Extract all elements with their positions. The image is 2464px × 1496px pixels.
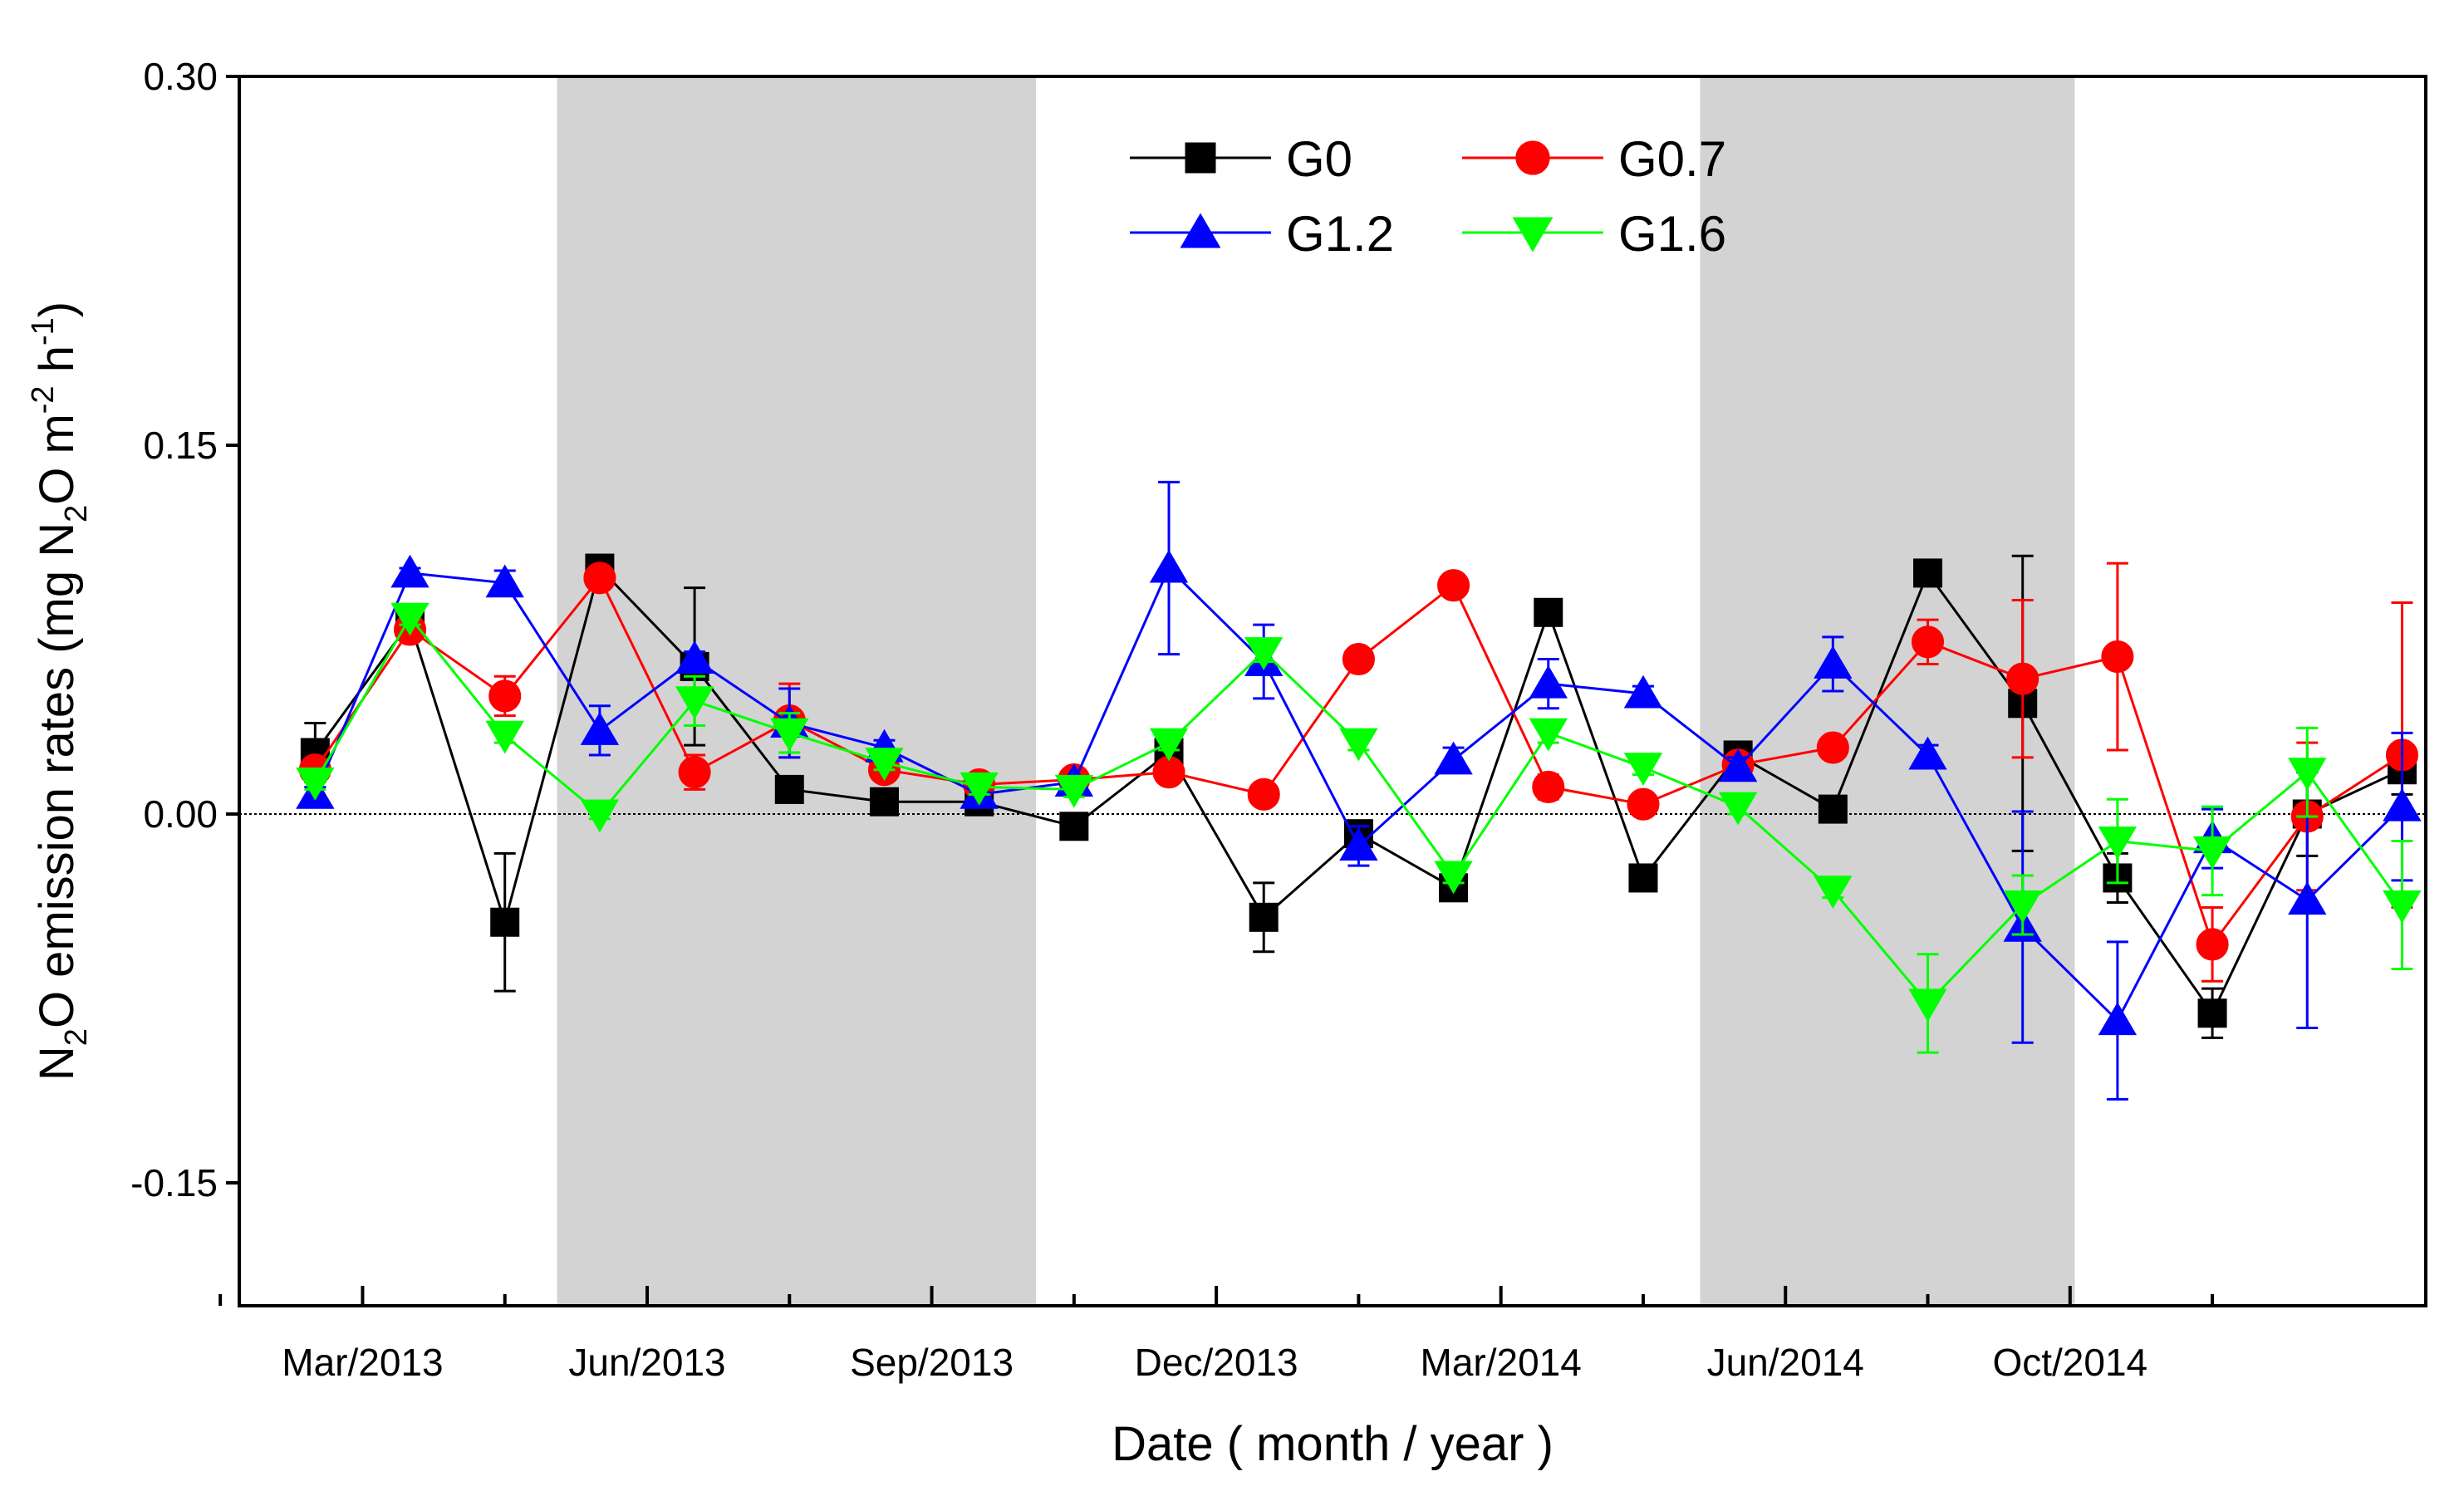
y-tick-label: 0.30: [143, 55, 218, 98]
data-point: [774, 774, 804, 804]
data-point: [1152, 756, 1185, 789]
data-point: [1908, 988, 1947, 1023]
data-point: [1244, 637, 1284, 670]
data-point: [2383, 787, 2422, 822]
legend-marker: [1512, 217, 1553, 253]
legend-label: G0: [1286, 131, 1352, 187]
data-point: [1149, 549, 1189, 583]
y-tick-label: 0.00: [143, 792, 218, 836]
data-point: [865, 748, 904, 782]
data-point: [2101, 640, 2134, 674]
legend-marker: [1515, 140, 1550, 175]
data-point: [1814, 876, 1853, 909]
x-tick-label: Mar/2013: [282, 1341, 443, 1384]
data-point: [1816, 731, 1849, 764]
data-point: [1059, 812, 1089, 841]
legend-item-G0.7: G0.7: [1462, 131, 1726, 187]
data-point: [675, 640, 714, 674]
data-point: [1149, 728, 1189, 762]
legend-marker: [1185, 142, 1216, 174]
data-point: [1434, 861, 1473, 895]
y-axis-title: N2O emission rates (mg N2O m-2 h-1): [26, 302, 94, 1081]
data-point: [2196, 928, 2229, 961]
x-tick-label: Oct/2014: [1992, 1341, 2147, 1384]
y-tick-label: 0.15: [143, 424, 218, 467]
data-point: [1247, 777, 1280, 811]
data-point: [485, 564, 524, 598]
data-point: [960, 772, 999, 806]
data-point: [583, 562, 616, 595]
data-point: [1532, 770, 1565, 803]
data-point: [1623, 753, 1663, 786]
data-point: [2192, 836, 2232, 870]
axes: -0.15 0.00 0.15 0.30 Mar/2013 Jun/2013 Sep/201…: [130, 55, 2215, 1384]
series-G1.6: [296, 602, 2422, 1054]
data-point: [1718, 792, 1758, 826]
data-point: [1814, 645, 1853, 679]
series-G1.2: [296, 480, 2422, 1101]
legend: G0 G0.7 G1.2 G1.6: [1130, 131, 1726, 262]
data-point: [2098, 1002, 2138, 1036]
data-point: [580, 799, 620, 833]
data-point: [2197, 998, 2227, 1028]
plot-frame: [238, 75, 2427, 1307]
data-point: [1718, 748, 1758, 782]
data-point: [1534, 597, 1563, 627]
data-point: [1628, 863, 1658, 893]
legend-item-G0: G0: [1130, 131, 1352, 187]
data-point: [490, 907, 520, 937]
legend-marker: [1180, 213, 1221, 248]
data-point: [675, 686, 714, 720]
legend-label: G1.6: [1618, 206, 1726, 262]
x-tick-label: Sep/2013: [850, 1341, 1014, 1384]
legend-item-G1.6: G1.6: [1462, 206, 1726, 262]
data-point: [2288, 881, 2327, 915]
data-point: [390, 554, 429, 588]
legend-label: G1.2: [1286, 206, 1394, 262]
shaded-period-1: [557, 76, 1037, 1306]
data-point: [1054, 774, 1094, 808]
x-axis-title: Date ( month / year ): [1112, 1417, 1553, 1471]
data-point: [1529, 665, 1568, 699]
data-point: [1818, 794, 1848, 824]
data-point: [580, 712, 620, 745]
data-point: [390, 602, 429, 636]
data-point: [770, 718, 809, 752]
x-tick-label: Mar/2014: [1421, 1341, 1582, 1384]
data-point: [2383, 890, 2422, 924]
data-point: [1339, 728, 1378, 762]
data-point: [488, 679, 522, 713]
data-point: [2006, 662, 2039, 695]
data-point: [1249, 902, 1279, 932]
y-tick-label: -0.15: [130, 1161, 218, 1204]
data-point: [1434, 741, 1473, 775]
data-point: [2288, 758, 2327, 791]
data-point: [2098, 826, 2138, 860]
data-point: [1437, 569, 1470, 602]
data-point: [1339, 827, 1378, 861]
data-point: [1913, 558, 1943, 588]
data-point: [678, 756, 711, 789]
data-series: [296, 480, 2422, 1101]
x-tick-label: Jun/2013: [568, 1341, 725, 1384]
data-point: [869, 787, 899, 817]
data-point: [1342, 642, 1375, 676]
data-point: [296, 768, 335, 801]
legend-item-G1.2: G1.2: [1130, 206, 1394, 262]
data-point: [2003, 890, 2042, 924]
data-point: [1623, 674, 1663, 709]
legend-label: G0.7: [1618, 131, 1726, 187]
data-point: [1911, 625, 1945, 659]
x-tick-label: Dec/2013: [1135, 1341, 1298, 1384]
data-point: [1529, 718, 1568, 752]
x-tick-label: Jun/2014: [1707, 1341, 1864, 1384]
data-point: [485, 720, 524, 754]
data-point: [1627, 787, 1660, 821]
data-point: [1908, 736, 1947, 770]
